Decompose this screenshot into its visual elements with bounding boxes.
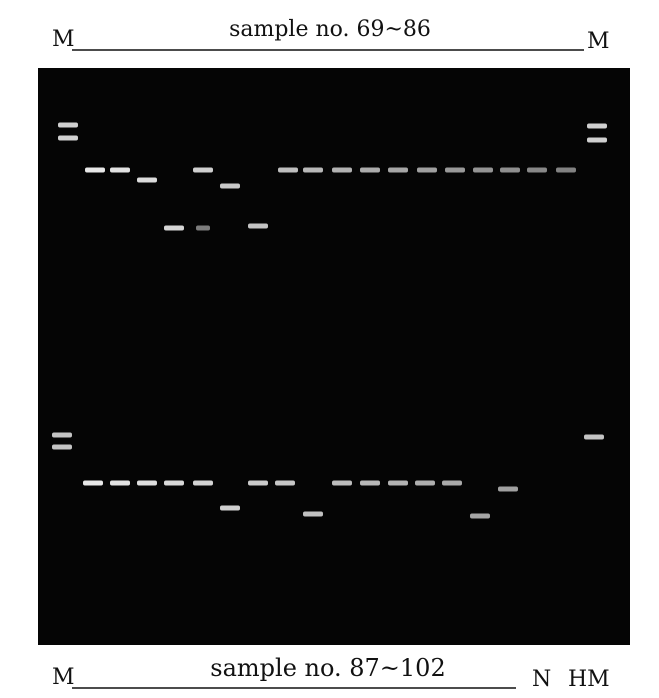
gel-band [85,167,105,173]
marker-label: M [52,665,75,690]
gel-band [360,167,380,173]
gel-band [332,167,352,173]
gel-band [500,167,520,173]
gel-band [360,480,380,486]
sample-range-label: sample no. 87~102 [210,654,445,682]
gel-band [220,183,240,189]
gel-band [388,167,408,173]
gel-band [442,480,462,486]
gel-band [83,480,103,486]
gel-band [470,513,490,519]
gel-band [58,135,78,141]
negative-label: N [532,667,551,692]
gel-band [164,225,184,231]
gel-band [193,480,213,486]
gel-image [38,68,630,645]
gel-band [587,137,607,143]
gel-band [248,480,268,486]
gel-band [196,225,210,231]
gel-band [303,511,323,517]
gel-band [110,167,130,173]
gel-band [498,486,518,492]
gel-band [445,167,465,173]
gel-band [164,480,184,486]
gel-band [58,122,78,128]
gel-band [417,167,437,173]
gel-band [248,223,268,229]
gel-band [137,177,157,183]
gel-band [52,432,72,438]
gel-band [587,123,607,129]
gel-band [473,167,493,173]
gel-band [137,480,157,486]
gel-band [388,480,408,486]
gel-band [278,167,298,173]
marker-label: M [52,27,75,52]
marker-label: HM [568,667,610,692]
gel-band [415,480,435,486]
gel-band [52,444,72,450]
gel-band [110,480,130,486]
gel-band [527,167,547,173]
band-group [52,122,607,519]
gel-band [584,434,604,440]
gel-band [303,167,323,173]
gel-band [556,167,576,173]
gel-band [332,480,352,486]
gel-band [275,480,295,486]
gel-band [220,505,240,511]
marker-label: M [587,29,610,54]
gel-band [193,167,213,173]
sample-range-label: sample no. 69~86 [229,17,431,42]
